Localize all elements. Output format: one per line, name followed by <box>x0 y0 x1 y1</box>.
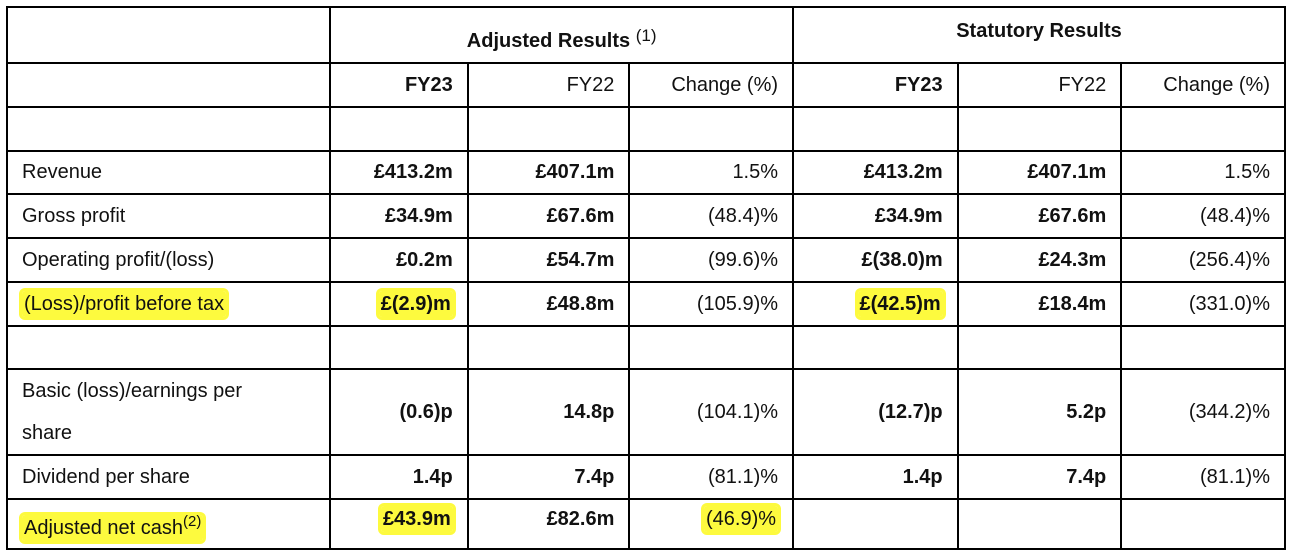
table-cell: £43.9m <box>329 498 469 550</box>
table-cell: £413.2m <box>329 150 469 195</box>
adj-fy22-header: FY22 <box>466 62 631 108</box>
table-cell: £18.4m <box>956 281 1123 327</box>
highlighted-text: Adjusted net cash(2) <box>22 513 204 541</box>
table-cell: 7.4p <box>956 454 1123 500</box>
adjusted-results-footnote: (1) <box>635 25 657 45</box>
row-label-line: Basic (loss)/earnings per <box>22 380 243 402</box>
table-cell: 1.4p <box>329 454 469 500</box>
table-cell: £(38.0)m <box>792 237 959 283</box>
spacer-row <box>5 325 1286 370</box>
row-label-eps: Basic (loss)/earnings per share <box>5 368 332 456</box>
table-cell: 14.8p <box>466 368 631 456</box>
results-table: Adjusted Results (1) Statutory Results F… <box>5 6 1286 550</box>
table-cell: (12.7)p <box>792 368 959 456</box>
table-cell: £67.6m <box>466 193 631 239</box>
row-label-dividend: Dividend per share <box>5 454 332 500</box>
row-label-revenue: Revenue <box>5 150 332 195</box>
row-label-gross-profit: Gross profit <box>5 193 332 239</box>
adjusted-results-header: Adjusted Results (1) <box>329 6 795 64</box>
highlighted-text: (Loss)/profit before tax <box>22 290 227 317</box>
table-cell: £67.6m <box>956 193 1123 239</box>
table-cell: £0.2m <box>329 237 469 283</box>
table-cell: (46.9)% <box>628 498 795 550</box>
highlighted-text: £43.9m <box>380 506 453 532</box>
table-cell: (104.1)% <box>628 368 795 456</box>
highlighted-text: £(2.9)m <box>378 290 453 317</box>
adj-fy23-header: FY23 <box>329 62 469 108</box>
empty-header-cell <box>5 6 332 64</box>
row-label-pbt: (Loss)/profit before tax <box>5 281 332 327</box>
stat-change-header: Change (%) <box>1120 62 1286 108</box>
table-cell: (81.1)% <box>1120 454 1286 500</box>
statutory-results-title: Statutory Results <box>956 20 1122 42</box>
table-cell: £(2.9)m <box>329 281 469 327</box>
table-cell: £82.6m <box>466 498 631 550</box>
stat-fy23-header: FY23 <box>792 62 959 108</box>
table-row: Basic (loss)/earnings per share (0.6)p 1… <box>5 368 1286 456</box>
empty-column-cell <box>5 62 332 108</box>
table-cell: £54.7m <box>466 237 631 283</box>
table-cell: £48.8m <box>466 281 631 327</box>
table-cell: (81.1)% <box>628 454 795 500</box>
table-cell: £(42.5)m <box>792 281 959 327</box>
table-row: Dividend per share 1.4p 7.4p (81.1)% 1.4… <box>5 454 1286 500</box>
table-row: Operating profit/(loss) £0.2m £54.7m (99… <box>5 237 1286 283</box>
table-cell: £413.2m <box>792 150 959 195</box>
table-row: Gross profit £34.9m £67.6m (48.4)% £34.9… <box>5 193 1286 239</box>
table-cell: (99.6)% <box>628 237 795 283</box>
row-label-operating-profit: Operating profit/(loss) <box>5 237 332 283</box>
empty-cell <box>956 498 1123 550</box>
table-cell: (105.9)% <box>628 281 795 327</box>
highlighted-text: £(42.5)m <box>857 290 943 317</box>
net-cash-footnote: (2) <box>183 513 202 530</box>
table-cell: (331.0)% <box>1120 281 1286 327</box>
adj-change-header: Change (%) <box>628 62 795 108</box>
table-row: (Loss)/profit before tax £(2.9)m £48.8m … <box>5 281 1286 327</box>
table-cell: £24.3m <box>956 237 1123 283</box>
table-cell: £34.9m <box>792 193 959 239</box>
table-row: Revenue £413.2m £407.1m 1.5% £413.2m £40… <box>5 150 1286 195</box>
row-label-net-cash: Adjusted net cash(2) <box>5 498 332 550</box>
table-cell: £34.9m <box>329 193 469 239</box>
empty-cell <box>1120 498 1286 550</box>
table-cell: 7.4p <box>466 454 631 500</box>
table-cell: (0.6)p <box>329 368 469 456</box>
table-cell: 1.4p <box>792 454 959 500</box>
table-cell: 1.5% <box>628 150 795 195</box>
table-cell: (344.2)% <box>1120 368 1286 456</box>
statutory-results-header: Statutory Results <box>792 6 1286 64</box>
column-header-row: FY23 FY22 Change (%) FY23 FY22 Change (%… <box>5 62 1286 108</box>
row-label-line: share <box>22 422 73 444</box>
table-cell: 5.2p <box>956 368 1123 456</box>
table-cell: £407.1m <box>956 150 1123 195</box>
net-cash-label: Adjusted net cash <box>24 517 183 539</box>
group-header-row: Adjusted Results (1) Statutory Results <box>5 6 1286 64</box>
table-cell: £407.1m <box>466 150 631 195</box>
table-cell: (48.4)% <box>628 193 795 239</box>
spacer-row <box>5 106 1286 152</box>
highlighted-text: (46.9)% <box>704 506 779 532</box>
table-cell: (48.4)% <box>1120 193 1286 239</box>
adjusted-results-title: Adjusted Results <box>466 29 631 52</box>
table-cell: (256.4)% <box>1120 237 1286 283</box>
empty-cell <box>792 498 959 550</box>
table-row: Adjusted net cash(2) £43.9m £82.6m (46.9… <box>5 498 1286 550</box>
stat-fy22-header: FY22 <box>956 62 1123 108</box>
table-cell: 1.5% <box>1120 150 1286 195</box>
